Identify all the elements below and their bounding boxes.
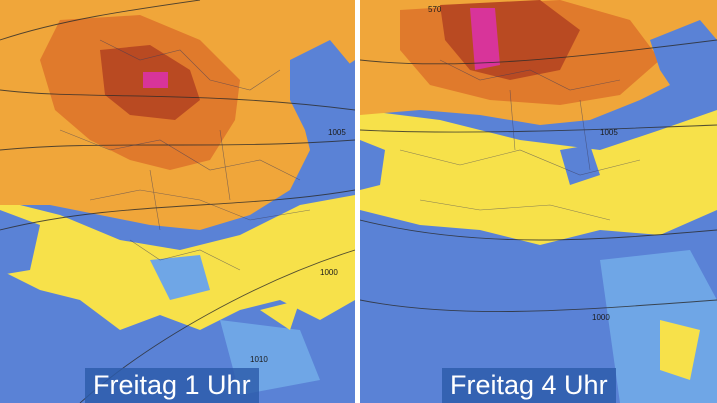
isobar-label: 1005 [328,128,346,137]
panel-divider [355,0,360,403]
temperature-map: 1005 1000 1010 [0,0,355,403]
isobar-label: 1000 [592,313,610,322]
time-caption: Freitag 1 Uhr [85,368,259,403]
time-caption: Freitag 4 Uhr [442,368,616,403]
isobar-label: 1005 [600,128,618,137]
isobar-label: 1010 [250,355,268,364]
map-panel-friday-1am: 1005 1000 1010 Freitag 1 Uhr [0,0,355,403]
map-panel-friday-4am: 570 1005 1000 Freitag 4 Uhr [360,0,717,403]
isobar-label: 570 [428,5,442,14]
isobar-label: 1000 [320,268,338,277]
temperature-map: 570 1005 1000 [360,0,717,403]
